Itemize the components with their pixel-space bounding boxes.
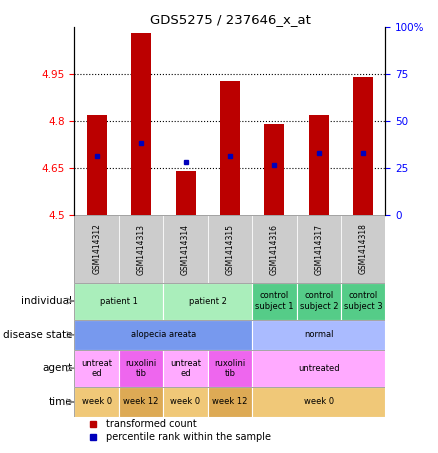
Bar <box>176 172 195 215</box>
Text: GSM1414314: GSM1414314 <box>181 223 190 275</box>
Bar <box>252 387 385 417</box>
Bar <box>208 387 252 417</box>
Text: GSM1414317: GSM1414317 <box>314 223 323 275</box>
Text: control
subject 2: control subject 2 <box>300 291 338 311</box>
Bar <box>74 215 119 283</box>
Bar <box>163 215 208 283</box>
Bar <box>119 387 163 417</box>
Bar <box>131 34 151 215</box>
Bar <box>220 81 240 215</box>
Text: percentile rank within the sample: percentile rank within the sample <box>106 432 271 442</box>
Text: week 0: week 0 <box>170 397 201 406</box>
Text: ruxolini
tib: ruxolini tib <box>214 359 246 378</box>
Bar <box>163 283 252 319</box>
Text: agent: agent <box>42 363 72 373</box>
Text: untreat
ed: untreat ed <box>81 359 112 378</box>
Bar <box>353 77 373 215</box>
Bar <box>252 319 385 350</box>
Title: GDS5275 / 237646_x_at: GDS5275 / 237646_x_at <box>149 13 311 26</box>
Bar <box>265 125 284 215</box>
Text: patient 1: patient 1 <box>100 297 138 306</box>
Text: individual: individual <box>21 296 72 306</box>
Text: untreat
ed: untreat ed <box>170 359 201 378</box>
Text: week 12: week 12 <box>212 397 247 406</box>
Bar <box>252 350 385 387</box>
Text: week 12: week 12 <box>124 397 159 406</box>
Bar <box>341 215 385 283</box>
Text: GSM1414318: GSM1414318 <box>359 224 368 275</box>
Bar <box>74 283 163 319</box>
Text: disease state: disease state <box>3 330 72 340</box>
Text: GSM1414315: GSM1414315 <box>226 223 234 275</box>
Bar <box>163 350 208 387</box>
Bar <box>252 215 297 283</box>
Text: GSM1414316: GSM1414316 <box>270 223 279 275</box>
Bar <box>208 215 252 283</box>
Text: GSM1414313: GSM1414313 <box>137 223 145 275</box>
Bar <box>74 387 119 417</box>
Bar <box>119 215 163 283</box>
Text: week 0: week 0 <box>81 397 112 406</box>
Bar <box>297 215 341 283</box>
Text: time: time <box>49 397 72 407</box>
Text: GSM1414312: GSM1414312 <box>92 224 101 275</box>
Text: transformed count: transformed count <box>106 419 196 429</box>
Text: control
subject 1: control subject 1 <box>255 291 293 311</box>
Bar <box>297 283 341 319</box>
Text: alopecia areata: alopecia areata <box>131 330 196 339</box>
Bar <box>341 283 385 319</box>
Text: week 0: week 0 <box>304 397 334 406</box>
Bar <box>163 387 208 417</box>
Bar <box>87 115 107 215</box>
Text: patient 2: patient 2 <box>189 297 227 306</box>
Bar <box>74 350 119 387</box>
Text: control
subject 3: control subject 3 <box>344 291 382 311</box>
Bar <box>208 350 252 387</box>
Bar <box>74 319 252 350</box>
Text: untreated: untreated <box>298 364 339 373</box>
Text: normal: normal <box>304 330 334 339</box>
Bar <box>119 350 163 387</box>
Text: ruxolini
tib: ruxolini tib <box>125 359 157 378</box>
Bar <box>309 115 329 215</box>
Bar <box>252 283 297 319</box>
